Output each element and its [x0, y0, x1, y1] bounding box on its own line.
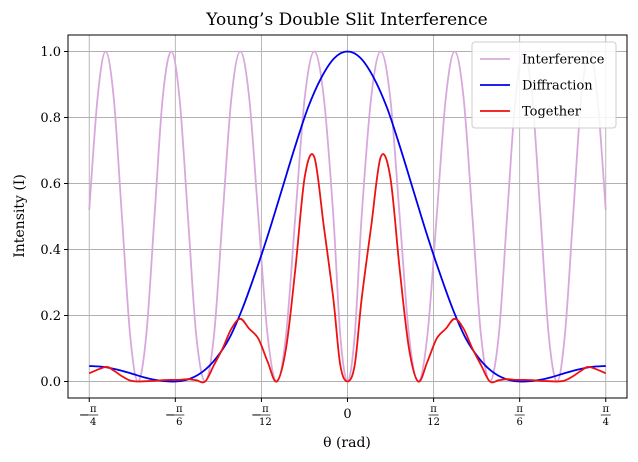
series-line-diffraction: [89, 50, 606, 383]
y-tick-label: 0.4: [40, 243, 61, 258]
legend: Interference Diffraction Together: [471, 41, 617, 129]
x-tick-numerator: π: [602, 404, 609, 415]
chart-title: Young’s Double Slit Interference: [205, 10, 487, 30]
x-tick-numerator: π: [262, 404, 269, 415]
x-tick-numerator: π: [516, 404, 523, 415]
y-axis-label: Intensity (I): [12, 174, 28, 258]
x-tick-label: − π 6: [165, 404, 185, 428]
y-axis-ticks: 0.0 0.2 0.4 0.6 0.8 1.0: [40, 45, 68, 390]
x-tick-sign: −: [79, 408, 90, 423]
x-tick-denominator: 6: [516, 417, 522, 428]
x-tick-label: − π 4: [79, 404, 99, 428]
y-tick-label: 0.6: [40, 177, 61, 192]
x-tick-sign: −: [251, 408, 262, 423]
x-tick-label: − π 12: [251, 404, 272, 428]
x-tick-label: π6: [514, 404, 525, 428]
y-tick-label: 0.0: [40, 375, 61, 390]
x-tick-numerator: π: [90, 404, 97, 415]
x-axis-label: θ (rad): [323, 435, 371, 451]
x-tick-sign: −: [165, 408, 176, 423]
legend-label: Diffraction: [522, 79, 593, 94]
x-tick-denominator: 4: [603, 417, 609, 428]
legend-box: [471, 41, 617, 129]
x-tick-label: π 12: [427, 404, 440, 428]
y-tick-label: 1.0: [40, 45, 61, 60]
y-tick-label: 0.2: [40, 309, 61, 324]
x-tick-denominator: 6: [176, 417, 182, 428]
series-line-together: [88, 153, 607, 384]
x-tick-label: π4: [600, 404, 611, 428]
legend-label: Interference: [522, 53, 605, 68]
x-tick-text: 0: [343, 407, 351, 422]
legend-label: Together: [522, 105, 582, 120]
x-tick-denominator: 4: [90, 417, 96, 428]
y-tick-label: 0.8: [40, 111, 61, 126]
x-tick-label: 0: [343, 407, 351, 422]
x-tick-numerator: π: [176, 404, 183, 415]
x-tick-denominator: 12: [427, 417, 440, 428]
x-tick-numerator: π: [430, 404, 437, 415]
x-tick-denominator: 12: [259, 417, 272, 428]
